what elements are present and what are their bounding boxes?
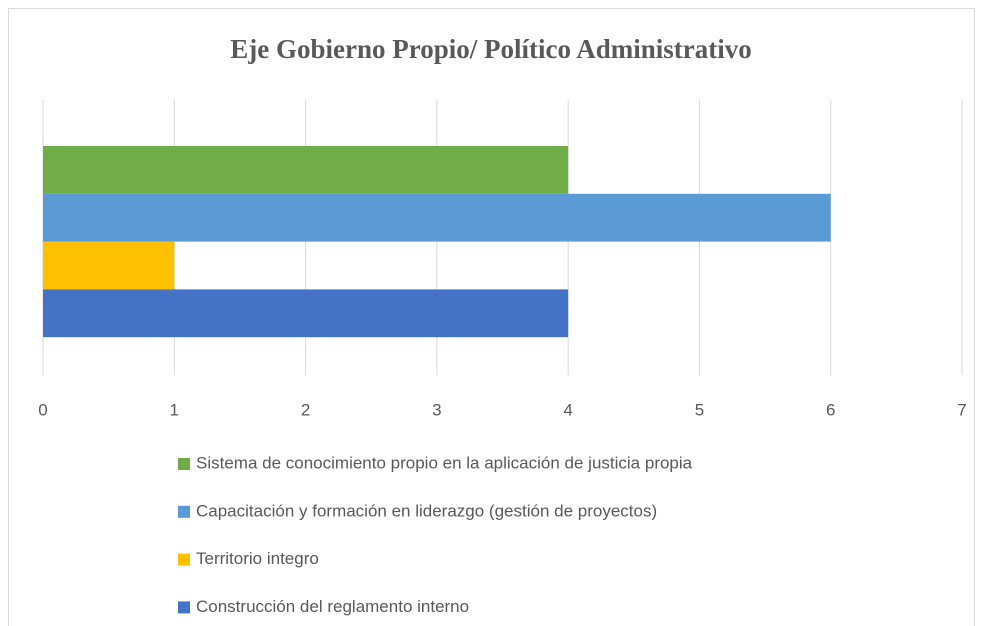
legend-label: Territorio integro: [196, 549, 319, 568]
legend-label: Construcción del reglamento interno: [196, 597, 469, 616]
legend-label: Sistema de conocimiento propio en la apl…: [196, 453, 693, 472]
legend-swatch: [178, 458, 190, 470]
bar: [43, 241, 175, 290]
legend-swatch: [178, 505, 190, 518]
x-tick-label: 3: [432, 400, 441, 419]
x-tick-label: 0: [38, 400, 47, 419]
bar: [43, 289, 569, 338]
legend-label: Capacitación y formación en liderazgo (g…: [196, 501, 657, 520]
bar: [43, 193, 831, 242]
x-tick-label: 4: [563, 400, 572, 419]
x-tick-label: 6: [826, 400, 835, 419]
x-tick-label: 1: [170, 400, 179, 419]
legend-swatch: [178, 553, 190, 566]
x-tick-label: 5: [695, 400, 704, 419]
legend-swatch: [178, 601, 190, 614]
chart-title: Eje Gobierno Propio/ Político Administra…: [230, 34, 751, 64]
x-tick-label: 7: [957, 400, 966, 419]
x-tick-label: 2: [301, 400, 310, 419]
bar: [43, 146, 569, 194]
